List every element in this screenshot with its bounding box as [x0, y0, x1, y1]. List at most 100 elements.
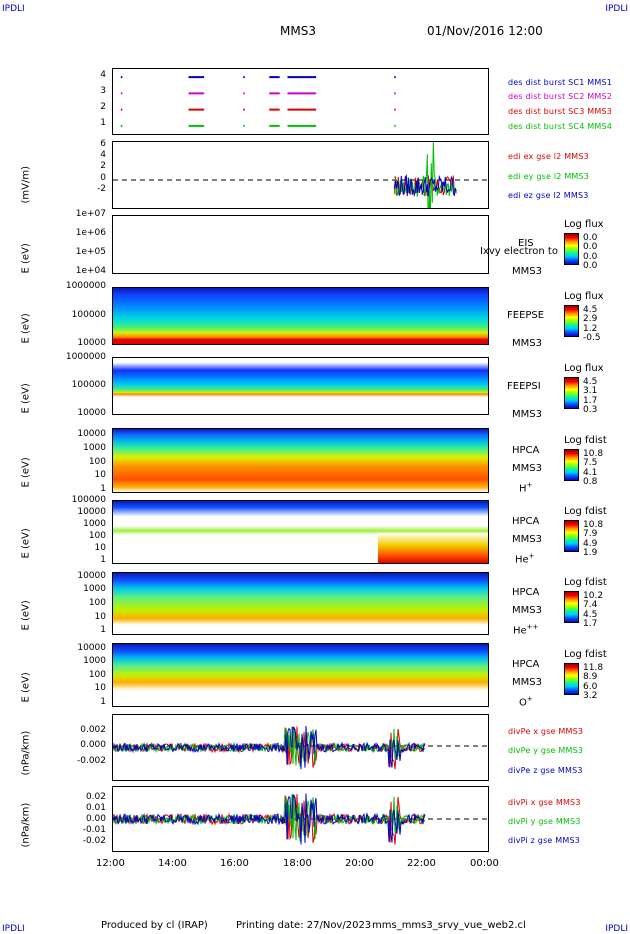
hpca-hepp-tick: 1000: [83, 584, 106, 594]
hpca-h-cbar-val: 4.1: [583, 468, 598, 478]
hpca-hepp-cbar-val: 7.4: [583, 600, 598, 610]
hpca-hepp-colorbar: [564, 591, 579, 623]
feepse-cbar-val: 2.9: [583, 314, 598, 324]
burst-interval: [269, 76, 280, 79]
series-line: [393, 142, 457, 208]
eis-cbar-val: 0.0: [583, 233, 598, 243]
edi-plot: [113, 142, 488, 208]
burst-plot: [120, 76, 396, 127]
burst-tick: 3: [100, 86, 106, 96]
hpca-o-tick: 1: [100, 697, 106, 707]
x-tick: 14:00: [158, 858, 187, 869]
hpca-o-colorbar: [564, 663, 579, 695]
corner-label-top-right: IPDLI: [605, 4, 628, 14]
hpca-o-cbar-val: 3.2: [583, 691, 598, 701]
panel-eis: [112, 215, 489, 274]
panel-feepsi: [112, 357, 489, 415]
divpe-legend-y: divPe y gse MMS3: [508, 746, 584, 755]
corner-label-top-left: IPDLI: [2, 4, 25, 14]
burst-interval: [243, 108, 245, 111]
hpca-he-tick: 100000: [71, 495, 106, 505]
feepse-cbar-val: 4.5: [583, 305, 598, 315]
hpca-o-tick: 10: [94, 683, 106, 693]
panel-hpca-he: [112, 500, 489, 564]
feepse-cbar-val: -0.5: [583, 333, 601, 343]
burst-legend-sc2: des dist burst SC2 MMS2: [508, 92, 613, 101]
hpca-hepp-tick: 10: [94, 612, 106, 622]
burst-interval: [243, 76, 245, 79]
hpca-o-tick: 1000: [83, 656, 106, 666]
divpe-ylabel: (nPa/km): [20, 730, 32, 776]
hpca-h-cbar-val: 0.8: [583, 477, 598, 487]
burst-tick: 1: [100, 118, 106, 128]
hpca-h-tick: 1: [100, 484, 106, 494]
edi-tick: 2: [100, 161, 106, 171]
hpca-hepp-ylabel: E (eV): [20, 600, 32, 631]
edi-tick: 4: [100, 150, 106, 160]
edi-tick: -2: [97, 184, 106, 194]
hpca-h-species: H+: [519, 481, 533, 495]
feepsi-tick: 100000: [71, 380, 106, 390]
x-tick: 00:00: [470, 858, 499, 869]
feepsi-cbar-val: 1.7: [583, 396, 598, 406]
feepse-instrument: FEEPSE: [507, 310, 545, 321]
feepse-cbar-val: 1.2: [583, 324, 598, 334]
x-tick: 16:00: [220, 858, 249, 869]
hpca-hepp-cbar-label: Log fdist: [564, 577, 607, 588]
hpca-he-tick: 10000: [77, 507, 106, 517]
eis-tick: 1e+05: [75, 247, 106, 257]
hpca-o-tick: 100: [88, 670, 106, 680]
hpca-he-spacecraft: MMS3: [512, 534, 542, 545]
divpi-tick: -0.02: [82, 836, 106, 846]
burst-interval: [188, 124, 205, 127]
hpca-h-instrument: HPCA: [512, 445, 540, 456]
hpca-he-tick: 1: [100, 555, 106, 565]
feepse-tick: 10000: [77, 338, 106, 348]
hpca-hepp-instrument: HPCA: [512, 587, 540, 598]
feepsi-tick: 10000: [77, 408, 106, 418]
hpca-h-tick: 1000: [83, 443, 106, 453]
burst-interval: [269, 92, 280, 95]
hpca-h-cbar-label: Log fdist: [564, 435, 607, 446]
feepsi-tick: 1000000: [65, 352, 106, 362]
divpe-plot: [113, 725, 488, 770]
hpca-he-low-energy-patch: [378, 533, 488, 563]
feepsi-cbar-val: 3.1: [583, 386, 598, 396]
feepsi-ylabel: E (eV): [20, 383, 32, 414]
panel-hpca-o: [112, 643, 489, 707]
hpca-o-cbar-label: Log fdist: [564, 649, 607, 660]
hpca-hepp-cbar-val: 4.5: [583, 610, 598, 620]
burst-interval: [120, 124, 123, 127]
series-line: [113, 725, 426, 770]
hpca-h-ylabel: E (eV): [20, 457, 32, 488]
burst-tick: 4: [100, 70, 106, 80]
chart-date: 01/Nov/2016 12:00: [427, 24, 543, 38]
hpca-he-tick: 1000: [83, 519, 106, 529]
hpca-he-tick: 10: [94, 543, 106, 553]
burst-legend-sc1: des dist burst SC1 MMS1: [508, 78, 613, 87]
burst-interval: [120, 76, 123, 79]
eis-cbar-val: 0.0: [583, 252, 598, 262]
burst-legend-sc3: des dist burst SC3 MMS3: [508, 107, 613, 116]
feepse-colorbar: [564, 305, 579, 337]
eis-spacecraft: MMS3: [512, 266, 542, 277]
burst-interval: [394, 92, 396, 95]
series-line: [113, 726, 426, 770]
hpca-he-cbar-val: 1.9: [583, 548, 598, 558]
hpca-he-cbar-label: Log fdist: [564, 506, 607, 517]
burst-interval: [243, 92, 245, 95]
feepse-tick: 100000: [71, 310, 106, 320]
divpe-tick: 0.002: [80, 725, 106, 735]
panel-divpi: [112, 786, 489, 852]
hpca-o-tick: 10000: [77, 643, 106, 653]
divpi-legend-x: divPi x gse MMS3: [508, 798, 581, 807]
hpca-hepp-cbar-val: 1.7: [583, 619, 598, 629]
hpca-hepp-tick: 1: [100, 625, 106, 635]
hpca-he-colorbar: [564, 520, 579, 552]
eis-cbar-val: 0.0: [583, 261, 598, 271]
panel-burst: [112, 68, 489, 135]
divpi-tick: 0.02: [85, 792, 106, 802]
eis-instrument: EIS: [518, 238, 534, 249]
divpe-tick: 0.000: [80, 740, 106, 750]
panel-hpca-hepp: [112, 572, 489, 635]
